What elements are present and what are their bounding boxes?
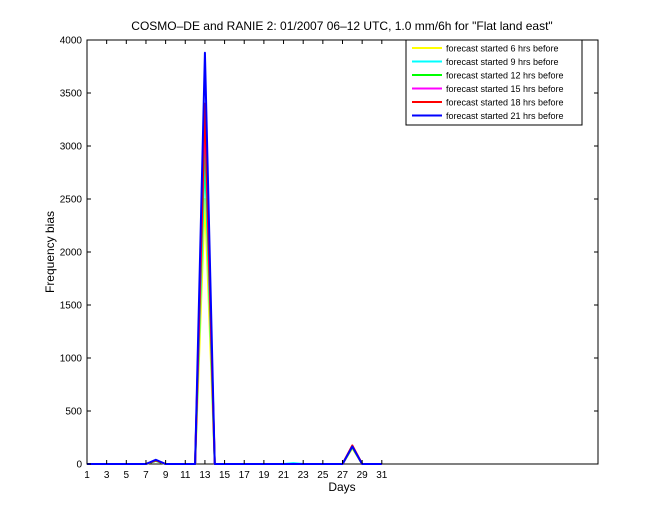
legend-label: forecast started 12 hrs before (446, 71, 564, 81)
x-tick-label: 31 (376, 470, 388, 481)
x-tick-label: 3 (104, 470, 110, 481)
y-tick-label: 3500 (60, 89, 83, 100)
x-tick-label: 11 (180, 470, 191, 481)
y-tick-label: 1000 (60, 354, 83, 365)
series-lines (87, 51, 382, 465)
y-axis-label: Frequency bias (43, 211, 57, 293)
x-tick-label: 1 (84, 470, 90, 481)
x-tick-label: 17 (239, 470, 251, 481)
legend-label: forecast started 15 hrs before (446, 84, 564, 94)
y-tick-label: 1500 (60, 301, 83, 312)
x-tick-label: 5 (124, 470, 130, 481)
x-tick-label: 27 (337, 470, 349, 481)
x-tick-label: 15 (219, 470, 231, 481)
chart-title: COSMO–DE and RANIE 2: 01/2007 06–12 UTC,… (131, 19, 552, 33)
y-tick-label: 0 (76, 460, 82, 471)
legend-box (405, 39, 583, 126)
axes: 1 3 5 7 9 11 13 15 17 19 21 23 25 27 29 310500100015002… (60, 36, 598, 481)
x-tick-label: 23 (298, 470, 310, 481)
x-tick-label: 13 (199, 470, 211, 481)
y-tick-label: 4000 (60, 36, 83, 47)
legend-label: forecast started 21 hrs before (446, 111, 564, 121)
x-tick-label: 7 (143, 470, 149, 481)
series-line-6 (87, 51, 382, 465)
y-tick-label: 2500 (60, 195, 83, 206)
x-axis-label: Days (328, 480, 355, 494)
legend-label: forecast started 9 hrs before (446, 57, 559, 67)
x-tick-label: 29 (357, 470, 369, 481)
x-tick-label: 19 (258, 470, 270, 481)
legend-label: forecast started 6 hrs before (446, 44, 559, 54)
x-tick-label: 9 (163, 470, 169, 481)
legend: forecast started 6 hrs before forecast st… (405, 39, 583, 126)
x-tick-label: 21 (278, 470, 290, 481)
y-tick-label: 3000 (60, 142, 83, 153)
x-tick-label: 25 (317, 470, 329, 481)
legend-label: forecast started 18 hrs before (446, 98, 564, 108)
y-tick-label: 500 (65, 407, 82, 418)
y-tick-label: 2000 (60, 248, 83, 259)
